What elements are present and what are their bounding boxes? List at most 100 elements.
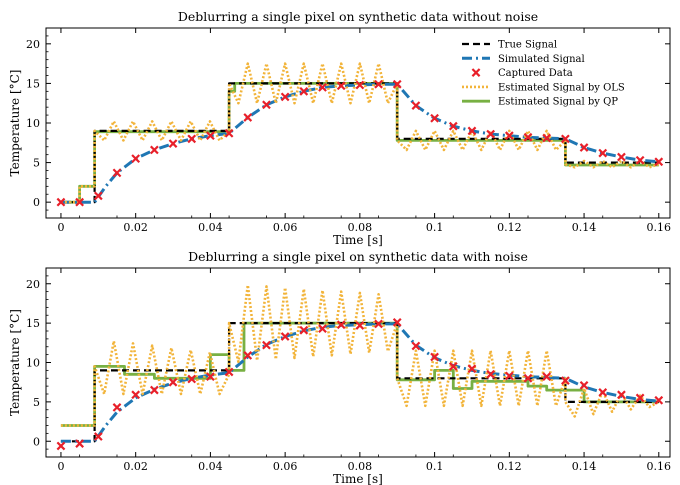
captured-data-point [187, 134, 197, 144]
captured-data-point [355, 321, 365, 330]
y-tick-label: 10 [26, 117, 40, 130]
series-line-sim [60, 322, 659, 443]
captured-data-point [243, 351, 253, 360]
x-tick-label: 0 [57, 460, 64, 473]
captured-data-point [579, 143, 589, 152]
captured-data-point [131, 390, 141, 400]
captured-data-point [392, 79, 402, 89]
captured-data-point [93, 432, 103, 441]
x-tick-label: 0.16 [647, 460, 672, 473]
captured-data-point [355, 80, 365, 90]
captured-data-point [149, 145, 159, 155]
y-tick-label: 15 [26, 317, 40, 330]
captured-data-point [374, 319, 383, 329]
x-axis-label: Time [s] [333, 472, 383, 485]
captured-data-point [392, 317, 402, 327]
legend-label-true: True Signal [498, 40, 557, 51]
captured-data-point [617, 152, 626, 162]
x-tick-label: 0.12 [497, 221, 522, 234]
y-axis-label: Temperature [°C] [8, 70, 22, 177]
captured-data-point [168, 377, 178, 387]
legend-label-cap: Captured Data [498, 68, 573, 79]
series-line-qp [60, 321, 659, 427]
series-line-ols [60, 62, 660, 204]
x-tick-label: 0.16 [647, 221, 672, 234]
captured-data-point [635, 393, 645, 403]
captured-data-point [187, 374, 197, 384]
captured-data-point [542, 133, 552, 143]
x-tick-label: 0.08 [348, 221, 373, 234]
y-tick-label: 5 [33, 396, 40, 409]
chart-panel-1: Deblurring a single pixel on synthetic d… [8, 9, 671, 247]
x-tick-label: 0.04 [198, 460, 223, 473]
captured-data-point [504, 371, 514, 381]
y-axis-label: Temperature [°C] [8, 309, 22, 416]
y-tick-label: 5 [33, 157, 40, 170]
captured-data-point [131, 154, 141, 164]
legend-label-sim: Simulated Signal [498, 54, 585, 65]
captured-data-point [93, 191, 103, 201]
captured-data-point [224, 128, 234, 138]
captured-data-point [318, 82, 327, 92]
captured-data-point [206, 131, 215, 141]
captured-data-point [336, 81, 346, 91]
captured-data-point [262, 100, 271, 110]
captured-data-point [56, 197, 66, 207]
captured-data-point [617, 390, 626, 400]
y-tick-label: 0 [33, 196, 40, 209]
x-tick-label: 0.02 [123, 221, 148, 234]
x-tick-label: 0.02 [123, 460, 148, 473]
captured-data-point [280, 332, 290, 341]
captured-data-point [262, 340, 271, 350]
captured-data-point [318, 324, 327, 334]
chart-title: Deblurring a single pixel on synthetic d… [188, 249, 528, 264]
x-tick-label: 0.06 [273, 221, 298, 234]
captured-data-point [224, 367, 234, 377]
x-axis-label: Time [s] [333, 233, 383, 247]
captured-data-point [467, 126, 477, 136]
captured-data-point [112, 168, 122, 178]
captured-data-point [112, 403, 122, 412]
captured-data-point [486, 369, 496, 379]
x-tick-label: 0.14 [572, 221, 597, 234]
captured-data-point [206, 372, 215, 382]
y-tick-label: 0 [33, 435, 40, 448]
captured-data-point [542, 372, 552, 382]
y-tick-label: 20 [26, 278, 40, 291]
captured-data-point [299, 325, 309, 335]
legend: True Signal Simulated Signal Captured Data… [462, 40, 625, 108]
captured-data-point [75, 197, 85, 207]
captured-data-point [654, 157, 664, 167]
chart-panel-2: Deblurring a single pixel on synthetic d… [8, 249, 671, 485]
captured-data-point [299, 86, 309, 96]
y-tick-label: 15 [26, 77, 40, 90]
x-tick-label: 0.06 [273, 460, 298, 473]
captured-data-point [448, 362, 458, 371]
captured-data-point [598, 388, 608, 397]
captured-data-point [598, 148, 608, 158]
captured-data-point [168, 139, 178, 148]
x-tick-label: 0.12 [497, 460, 522, 473]
captured-data-point [560, 376, 570, 385]
x-tick-label: 0.1 [426, 460, 444, 473]
x-tick-label: 0.1 [426, 221, 444, 234]
x-tick-label: 0.14 [572, 460, 597, 473]
captured-data-point [635, 155, 645, 165]
captured-data-point [523, 373, 533, 383]
captured-data-point [280, 92, 290, 102]
legend-marker-cap [471, 68, 481, 77]
captured-data-point [654, 395, 664, 405]
captured-data-point [149, 385, 159, 395]
captured-data-point [56, 441, 66, 451]
captured-data-point [411, 101, 421, 110]
captured-data-point [336, 320, 346, 330]
y-tick-label: 20 [26, 38, 40, 51]
captured-data-point [467, 364, 477, 374]
y-tick-label: 10 [26, 357, 40, 370]
captured-data-point [243, 113, 253, 122]
series-line-ols [60, 283, 660, 427]
captured-data-point [411, 341, 421, 351]
x-tick-label: 0 [57, 221, 64, 234]
captured-data-point [504, 131, 514, 141]
legend-label-qp: Estimated Signal by QP [498, 97, 618, 108]
